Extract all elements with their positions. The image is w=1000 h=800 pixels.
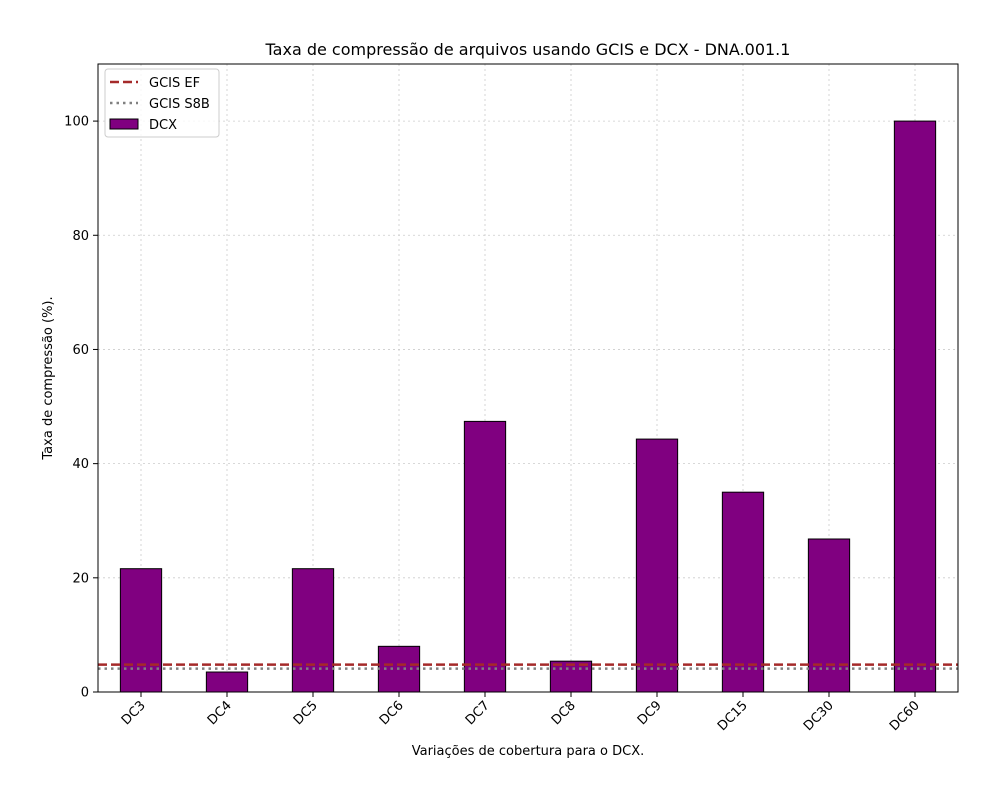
y-tick-label: 60 (72, 343, 89, 358)
y-axis-label: Taxa de compressão (%). (41, 296, 56, 460)
x-axis-label: Variações de cobertura para o DCX. (412, 744, 645, 759)
reference-lines (98, 663, 958, 670)
bar-dc9 (635, 438, 679, 693)
bar-dc7 (463, 420, 507, 693)
bar-dc5 (291, 568, 335, 693)
bar-dc15 (721, 491, 765, 693)
bar-dc60 (893, 120, 937, 693)
chart-title: Taxa de compressão de arquivos usando GC… (265, 40, 791, 59)
y-tick-label: 40 (72, 457, 89, 472)
bar-dc3 (119, 568, 163, 693)
plot-area-frame (97, 63, 959, 693)
legend-swatch-dcx (109, 118, 139, 130)
y-tick-label: 0 (81, 686, 89, 701)
legend-label-gcis-s8b: GCIS S8B (149, 97, 210, 112)
legend-label-dcx: DCX (149, 118, 177, 133)
bars (119, 120, 937, 693)
legend: GCIS EF GCIS S8B DCX (104, 68, 220, 138)
bar-dc8 (549, 660, 593, 693)
y-tick-label: 80 (72, 229, 89, 244)
y-tick-label: 20 (72, 571, 89, 586)
y-tick-label: 100 (64, 115, 89, 130)
bar-dc30 (807, 538, 851, 693)
legend-label-gcis-ef: GCIS EF (149, 76, 200, 91)
y-axis-ticks: 0 20 40 60 80 100 (64, 115, 98, 701)
bar-dc4 (205, 671, 249, 693)
